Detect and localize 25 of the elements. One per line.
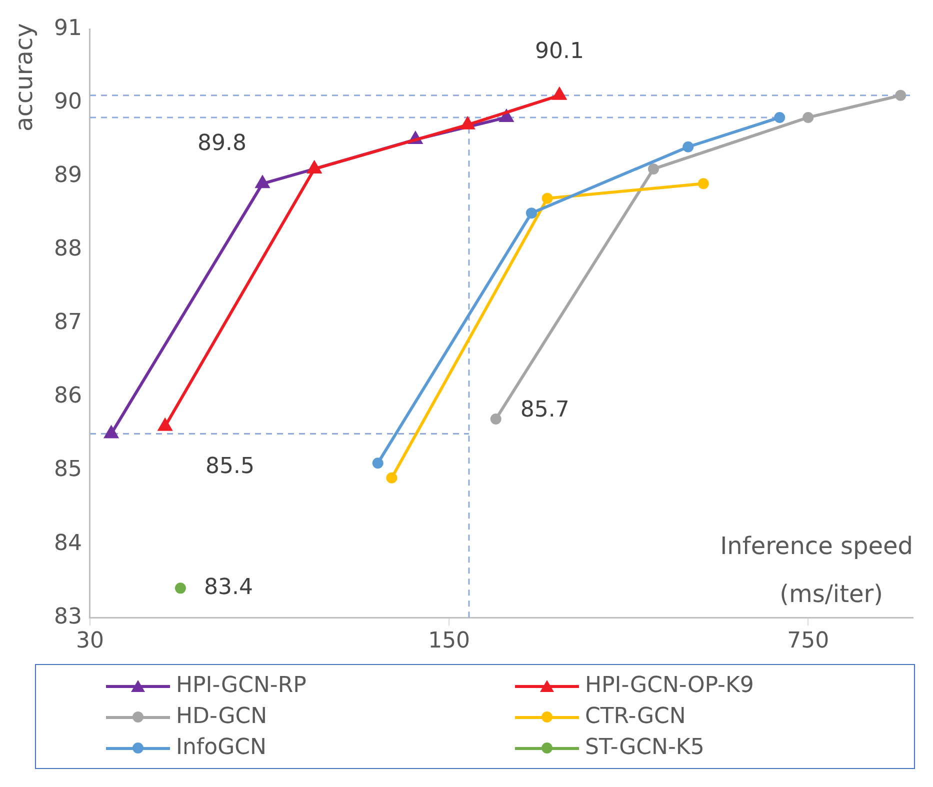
annotation: 85.7 <box>520 398 570 423</box>
legend-label: InfoGCN <box>176 735 267 760</box>
annotation: 83.4 <box>204 574 253 600</box>
y-tick-label: 85 <box>54 457 82 482</box>
annotation: 85.5 <box>206 454 254 479</box>
y-tick-label: 84 <box>54 530 82 556</box>
legend-label: HPI-GCN-RP <box>176 673 306 698</box>
x-tick-label: 30 <box>76 628 104 654</box>
x-tick-label: 150 <box>428 628 470 654</box>
annotation: 89.8 <box>198 130 246 156</box>
y-tick-label: 88 <box>54 236 82 262</box>
y-tick-label: 86 <box>54 384 82 409</box>
y-tick-label: 90 <box>54 89 82 114</box>
legend-label: CTR-GCN <box>585 704 686 729</box>
y-tick-label: 89 <box>54 163 82 188</box>
legend-label: HPI-GCN-OP-K9 <box>585 673 754 698</box>
x-tick-label: 750 <box>787 628 830 654</box>
legend-label: ST-GCN-K5 <box>585 735 704 760</box>
legend-label: HD-GCN <box>176 704 268 729</box>
annotation: 90.1 <box>534 39 584 64</box>
y-axis-title: accuracy <box>10 23 38 132</box>
y-tick-label: 87 <box>54 310 82 336</box>
y-tick-label: 83 <box>54 604 82 630</box>
y-tick-label: 91 <box>54 16 82 41</box>
x-axis-title: Inference speed (ms/iter) <box>720 532 913 608</box>
